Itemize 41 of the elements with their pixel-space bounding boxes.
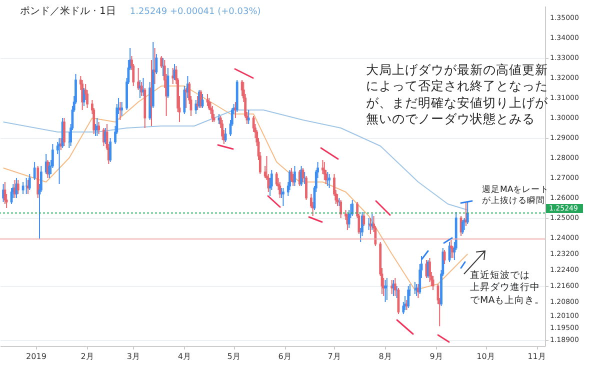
x-tick-label: 10月 [476,352,495,361]
candlestick [206,94,209,106]
x-tick-label: 8月 [378,352,392,361]
candlestick [200,90,202,108]
candlestick [224,128,227,142]
candlestick [28,174,31,190]
x-tick-label: 7月 [328,352,341,361]
candlestick [109,138,112,162]
x-tick-label: 11月 [528,352,546,361]
x-tick-label: 2月 [80,352,94,361]
candlestick [16,180,20,194]
candlestick [4,182,6,204]
candlestick [294,166,296,186]
candlestick [33,162,36,180]
candlestick [384,280,386,302]
candlestick [120,102,124,116]
candlestick [22,182,24,194]
candlestick [428,258,431,282]
x-tick-label: 5月 [227,352,240,361]
candlestick [172,68,174,84]
candlestick [328,174,331,188]
candlestick [390,280,394,294]
x-tick-label: 9月 [430,352,443,361]
annotation: 大局上げダウが最新の高値更新によって否定され終了となったが、まだ明確な安値切り上げが無いのでノーダウ状態とみる [366,62,548,126]
annotation: 週足MAをレートが上抜ける瞬間 [482,185,550,206]
chart-title: ポンド／米ドル · 1日 [20,6,116,17]
candlestick [63,118,66,146]
annotation: 直近短波では上昇ダウ進行中でMAも上向き。 [470,270,546,308]
x-tick-label: 3月 [126,352,140,361]
candlestick [290,168,293,182]
candlestick [443,250,446,264]
candlestick [98,122,100,134]
chart-subtitle: 1.25249 +0.00041 (+0.03%) [130,7,261,17]
x-tick-label: 2019 [26,352,46,361]
x-tick-label: 4月 [178,352,191,361]
candlestick [323,162,326,180]
candlestick [362,214,366,226]
candlestick [282,188,284,206]
candlestick [166,68,170,98]
candlestick [221,120,224,140]
x-tick-label: 6月 [278,352,292,361]
